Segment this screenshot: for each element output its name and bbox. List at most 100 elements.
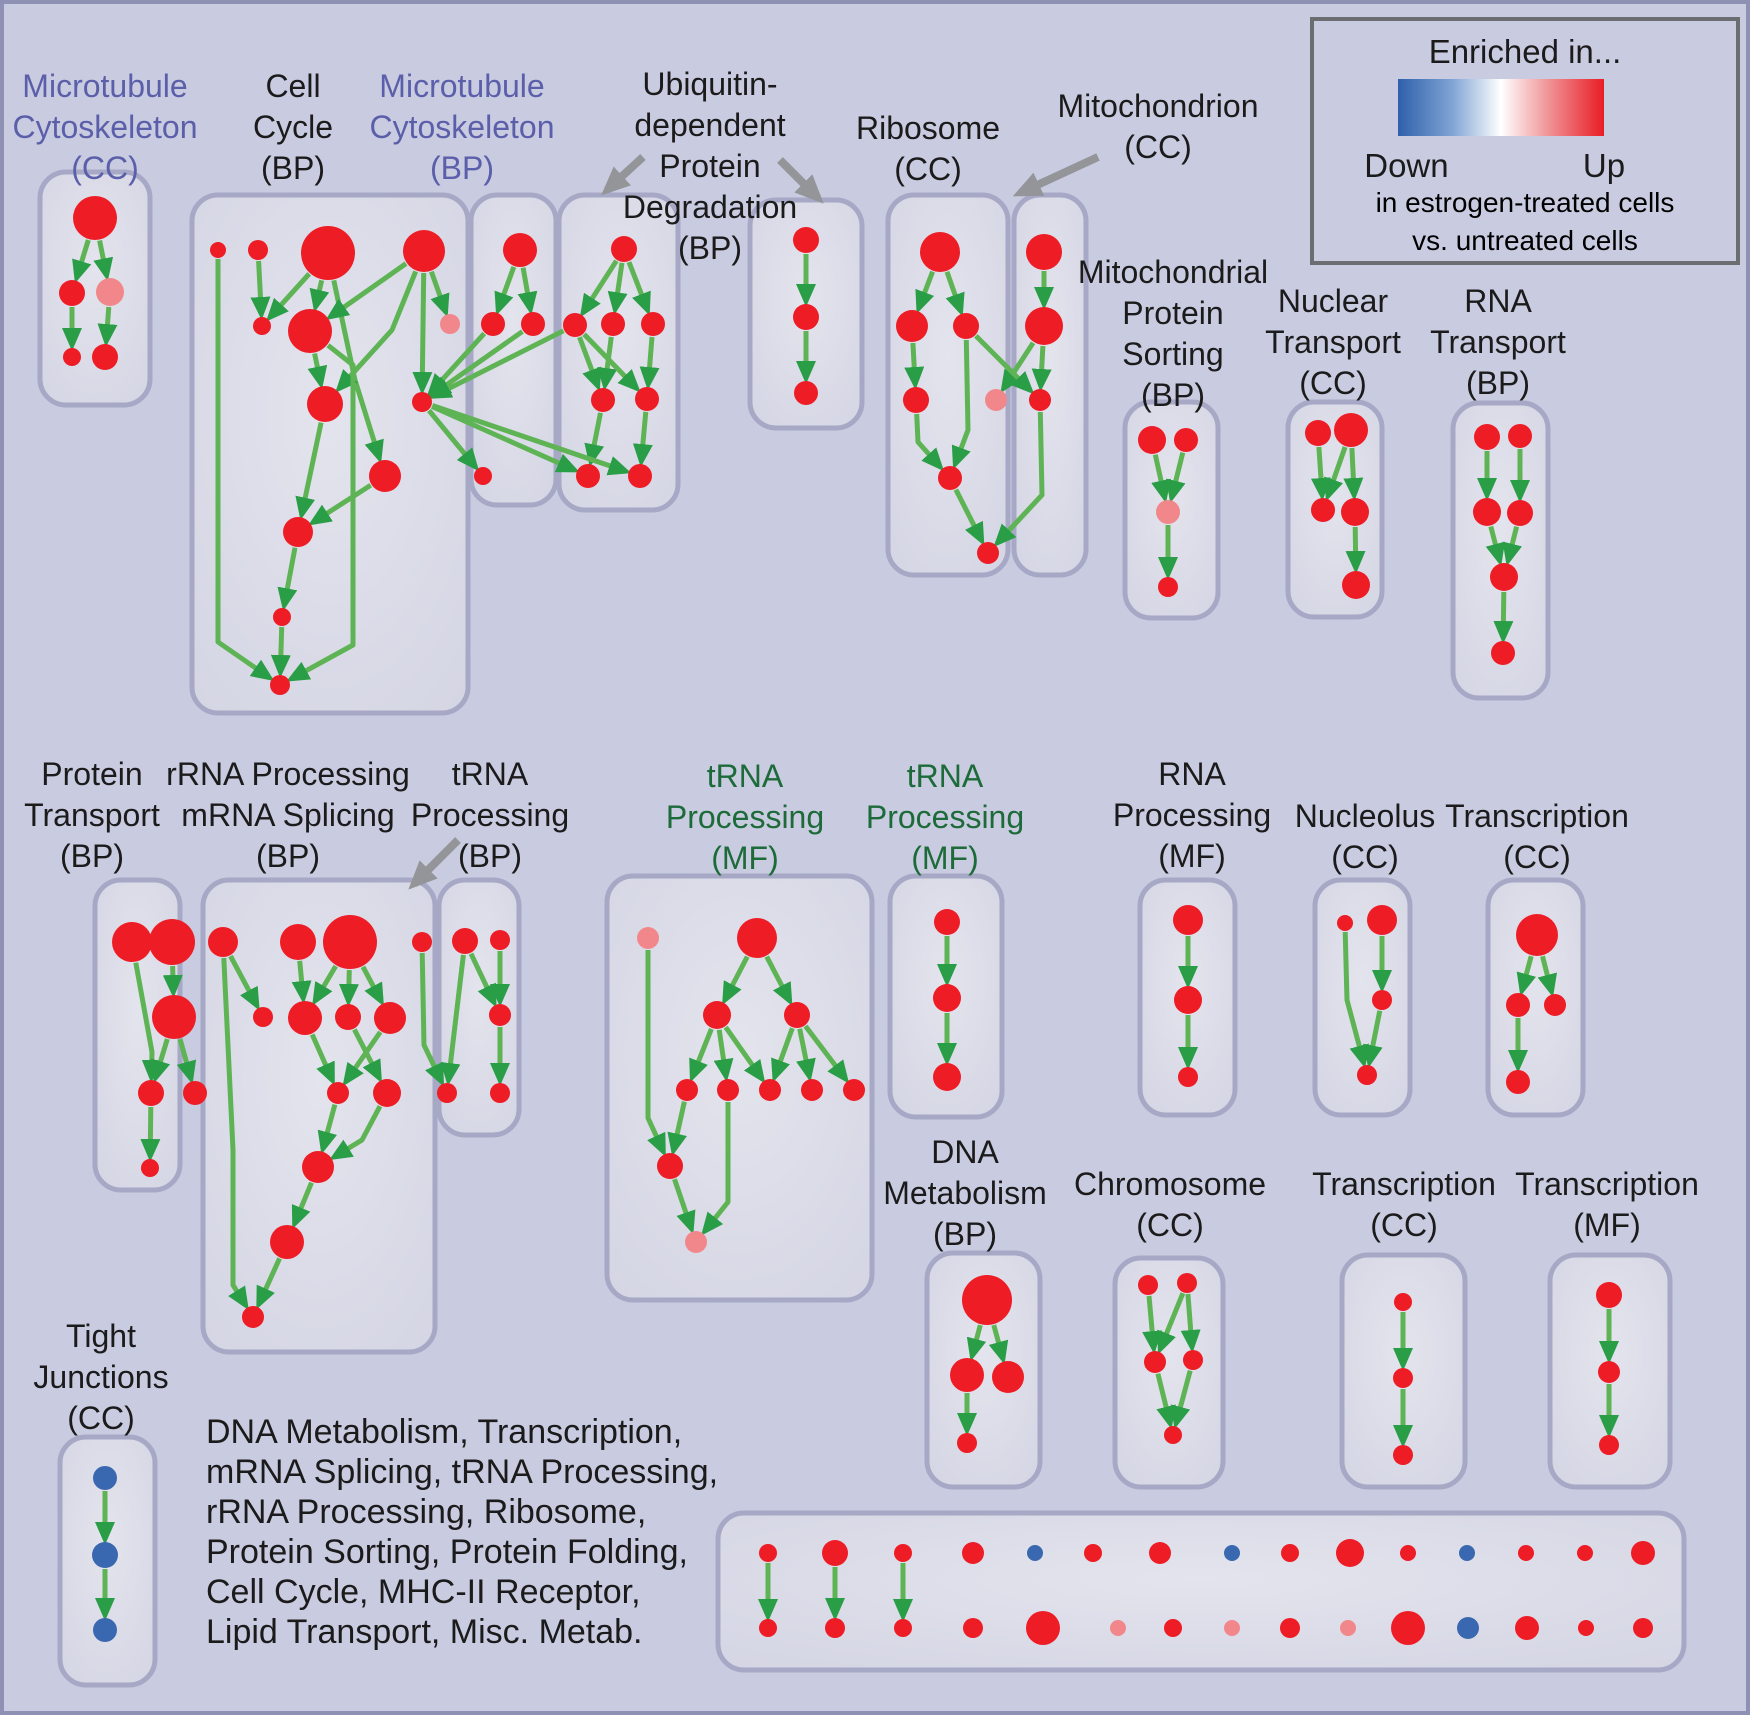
- node-cell-cycle-bp-5: [288, 309, 332, 353]
- node-misc-categories-7: [1224, 1545, 1240, 1561]
- node-ubiquitin-dependent-protein-degradation-bp-2: [601, 312, 625, 336]
- cluster-box-nucleolus-cc: [1312, 877, 1413, 1118]
- edge-cell-cycle-bp-11: [295, 422, 324, 521]
- cross-edge-0: [427, 408, 480, 472]
- node-misc-categories-9: [1336, 1539, 1364, 1567]
- node-rrna-processing-mrna-splicing-bp-6: [288, 1001, 322, 1035]
- node-protein-transport-bp-3: [138, 1080, 164, 1106]
- edge-trna-processing-mf-7: [803, 1024, 850, 1084]
- node-trna-processing-mf-10: [685, 1231, 707, 1253]
- node-ubiquitin-dependent-protein-degradation-bp-1: [563, 313, 587, 337]
- node-microtubule-cytoskeleton-cc-0: [73, 196, 117, 240]
- node-misc-categories-11: [1459, 1545, 1475, 1561]
- node-dna-metabolism-bp-1: [950, 1358, 984, 1392]
- node-cell-cycle-bp-8: [412, 392, 432, 412]
- edge-nuclear-transport-cc-1: [1324, 446, 1348, 502]
- cluster-label-ribosome-cc: Ribosome (CC): [856, 110, 1000, 187]
- cluster-label-mitochondrion-cc: Mitochondrion (CC): [1058, 88, 1259, 165]
- node-rrna-processing-mrna-splicing-bp-0: [208, 927, 238, 957]
- edge-ubiquitin-dependent-protein-degradation-bp-2: [626, 261, 651, 316]
- node-rna-transport-bp-2: [1473, 498, 1501, 526]
- cluster-label-rna-transport-bp: RNA Transport (BP): [1430, 283, 1566, 401]
- edge-cell-cycle-bp-12: [308, 483, 373, 526]
- node-mitochondrion-cc-2: [1029, 389, 1051, 411]
- node-trna-processing-bp-1: [490, 930, 510, 950]
- node-misc-categories-25: [1391, 1611, 1425, 1645]
- node-protein-transport-bp-4: [141, 1159, 159, 1177]
- edge-microtubule-cytoskeleton-bp-1: [517, 267, 538, 316]
- cross-edge-9: [176, 1038, 197, 1085]
- node-mitochondrion-cc-0: [1026, 234, 1062, 270]
- edge-ubiquitin-dependent-protein-degradation-bp-6: [639, 336, 660, 391]
- category-list-note: DNA Metabolism, Transcription, mRNA Spli…: [206, 1413, 719, 1651]
- node-cell-cycle-bp-6: [440, 314, 460, 334]
- edge-dna-metabolism-bp-0: [966, 1324, 987, 1362]
- edge-trna-processing-bp-0: [440, 954, 466, 1087]
- cluster-label-tight-junctions-cc: Tight Junctions (CC): [33, 1318, 168, 1436]
- node-microtubule-cytoskeleton-cc-3: [63, 348, 81, 366]
- node-misc-categories-0: [759, 1544, 777, 1562]
- node-ubiquitin-dependent-protein-degradation-bp-2-2: [794, 381, 818, 405]
- node-nuclear-transport-cc-0: [1305, 420, 1331, 446]
- label-pointer-arrows: [408, 153, 1100, 890]
- node-misc-categories-29: [1633, 1618, 1653, 1638]
- cluster-label-dna-metabolism-bp: DNA Metabolism (BP): [883, 1134, 1047, 1252]
- edge-ubiquitin-dependent-protein-degradation-bp-1: [607, 262, 628, 316]
- edge-chromosome-cc-1: [1157, 1292, 1186, 1355]
- edge-protein-transport-bp-3: [140, 1106, 161, 1162]
- node-misc-categories-26: [1457, 1617, 1479, 1639]
- node-rna-transport-bp-3: [1507, 500, 1533, 526]
- node-transcription-cc-2-0: [1394, 1293, 1412, 1311]
- node-ribosome-cc-4: [985, 389, 1007, 411]
- edge-rrna-processing-mrna-splicing-bp-11: [291, 1181, 314, 1230]
- edge-trna-processing-mf-2: [689, 1027, 714, 1083]
- edge-rrna-processing-mrna-splicing-bp-1: [221, 957, 249, 1311]
- node-ubiquitin-dependent-protein-degradation-bp-0: [611, 236, 637, 262]
- cross-edge-2: [431, 403, 632, 476]
- node-trna-processing-mf-0: [637, 927, 659, 949]
- edge-rrna-processing-mrna-splicing-bp-3: [312, 964, 338, 1006]
- edge-cell-cycle-bp-7: [412, 272, 433, 395]
- edge-cell-cycle-bp-0: [215, 259, 275, 681]
- node-rna-processing-mf-0: [1173, 905, 1203, 935]
- edge-rrna-processing-mrna-splicing-bp-6: [309, 1033, 335, 1086]
- cluster-box-chromosome-cc: [1112, 1255, 1226, 1490]
- edge-trna-processing-mf-11: [672, 1178, 696, 1235]
- edge-rna-transport-bp-4: [1493, 591, 1514, 644]
- cluster-box-rrna-processing-mrna-splicing-bp: [200, 877, 438, 1355]
- node-cell-cycle-bp-0: [210, 242, 226, 258]
- node-transcription-cc-1: [1506, 993, 1530, 1017]
- node-mitochondrial-protein-sorting-bp-1: [1174, 428, 1198, 452]
- edge-ribosome-cc-3: [951, 339, 971, 470]
- node-transcription-mf-0: [1596, 1282, 1622, 1308]
- node-rrna-processing-mrna-splicing-bp-2: [323, 915, 377, 969]
- node-trna-processing-bp-2: [489, 1004, 511, 1026]
- node-trna-processing-mf-7: [801, 1079, 823, 1101]
- edge-ubiquitin-dependent-protein-degradation-bp-5: [582, 332, 641, 393]
- node-misc-categories-13: [1577, 1545, 1593, 1561]
- node-rna-transport-bp-1: [1508, 424, 1532, 448]
- node-ubiquitin-dependent-protein-degradation-bp-2-0: [793, 227, 819, 253]
- node-microtubule-cytoskeleton-bp-0: [503, 233, 537, 267]
- cluster-label-transcription-cc-2: Transcription (CC): [1312, 1166, 1496, 1243]
- edge-ribosome-cc-0: [915, 270, 935, 314]
- node-nuclear-transport-cc-3: [1341, 498, 1369, 526]
- node-dna-metabolism-bp-2: [992, 1361, 1024, 1393]
- node-ribosome-cc-0: [920, 232, 960, 272]
- legend-title: Enriched in...: [1428, 33, 1622, 70]
- edge-rrna-processing-mrna-splicing-bp-10: [329, 1105, 383, 1161]
- node-misc-categories-1: [822, 1540, 848, 1566]
- edge-ubiquitin-dependent-protein-degradation-bp-0: [579, 259, 619, 318]
- node-transcription-cc-2-1: [1393, 1368, 1413, 1388]
- node-transcription-cc-0: [1516, 914, 1558, 956]
- node-rrna-processing-mrna-splicing-bp-5: [253, 1007, 273, 1027]
- node-rna-processing-mf-2: [1178, 1067, 1198, 1087]
- cluster-label-mitochondrial-protein-sorting-bp: Mitochondrial Protein Sorting (BP): [1078, 254, 1268, 413]
- node-cell-cycle-bp-11: [273, 608, 291, 626]
- gray-pointer-arrow-3: [408, 837, 461, 890]
- node-ribosome-cc-6: [977, 542, 999, 564]
- legend-gradient-bar: [1398, 79, 1604, 136]
- node-chromosome-cc-4: [1164, 1426, 1182, 1444]
